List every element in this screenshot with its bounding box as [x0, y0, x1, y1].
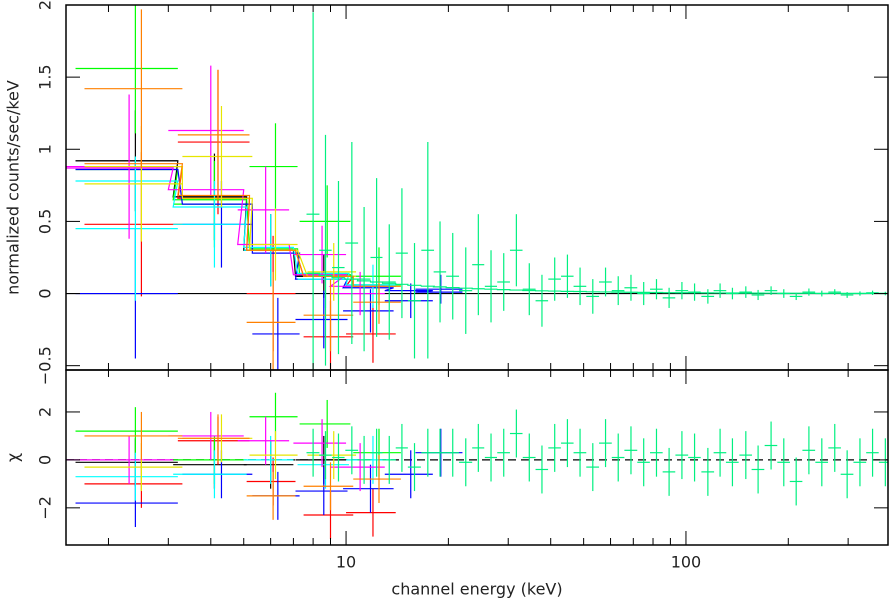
model-line	[84, 165, 357, 277]
x-tick-label: 10	[336, 553, 356, 572]
y-axis-label: normalized counts/sec/keV	[4, 80, 23, 295]
y-axis-label: χ	[4, 453, 23, 462]
model-line	[75, 168, 463, 293]
y-tick-label: 1	[36, 144, 55, 154]
y-tick-label: 0	[36, 455, 55, 465]
y-tick-label: 1.5	[36, 64, 55, 89]
y-tick-label: 0.5	[36, 209, 55, 234]
model-line	[84, 163, 401, 287]
y-tick-label: −2	[36, 496, 55, 520]
y-tick-label: 0	[36, 288, 55, 298]
y-tick-label: 2	[36, 407, 55, 417]
model-line	[66, 167, 385, 287]
y-tick-label: 2	[36, 0, 55, 10]
y-tick-label: −0.5	[36, 346, 55, 385]
panel-frame	[65, 4, 889, 371]
x-axis-label: channel energy (keV)	[391, 580, 562, 599]
plot-area	[66, 5, 888, 370]
plot-area	[66, 392, 888, 540]
panel-frame	[65, 369, 889, 546]
x-tick-label: 100	[671, 553, 702, 572]
model-line	[75, 160, 348, 277]
